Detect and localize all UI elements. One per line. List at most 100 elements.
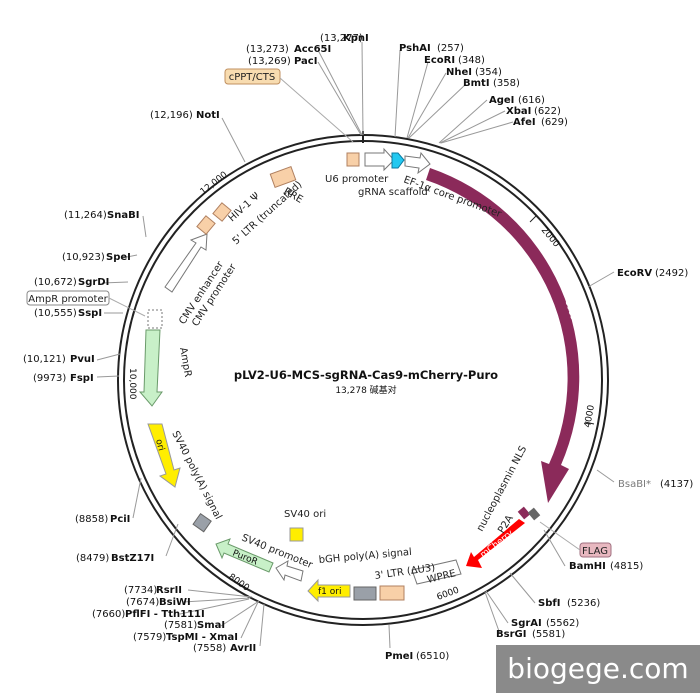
site-ecori[interactable]: EcoRI xyxy=(424,55,455,66)
svg-text:(10,672): (10,672) xyxy=(34,277,77,288)
u6-promoter-block[interactable] xyxy=(346,152,360,167)
grna-scaffold-label: gRNA scaffold xyxy=(358,187,428,198)
site-pvui[interactable]: PvuI xyxy=(70,354,95,365)
site-agei[interactable]: AgeI xyxy=(489,95,514,106)
ampr-label: AmpR xyxy=(177,347,193,378)
site-pcii[interactable]: PciI xyxy=(110,514,130,525)
grna-scaffold-block[interactable] xyxy=(391,152,405,169)
svg-text:(6510): (6510) xyxy=(416,651,449,662)
svg-text:(7558): (7558) xyxy=(193,643,226,654)
cas9-arrow[interactable] xyxy=(426,168,580,503)
svg-text:(11,264): (11,264) xyxy=(64,210,107,221)
sv40-promoter-arrow[interactable] xyxy=(275,560,304,582)
site-nhei[interactable]: NheI xyxy=(446,67,472,78)
svg-text:(9973): (9973) xyxy=(33,373,66,384)
mcs-arrow[interactable] xyxy=(364,147,395,172)
tick-4000: 4000 xyxy=(583,404,597,429)
sv40-ori-label: SV40 ori xyxy=(284,509,326,520)
bgh-block[interactable] xyxy=(353,586,377,601)
svg-text:(257): (257) xyxy=(437,43,464,54)
svg-text:(4815): (4815) xyxy=(610,561,643,572)
site-sbfi[interactable]: SbfI xyxy=(538,598,560,609)
svg-text:(10,121): (10,121) xyxy=(23,354,66,365)
svg-text:(4137): (4137) xyxy=(660,479,693,490)
cppt-label: cPPT/CTS xyxy=(229,72,275,83)
site-pmei[interactable]: PmeI xyxy=(385,651,413,662)
ampr-promoter-block[interactable] xyxy=(147,309,163,329)
svg-text:(8858): (8858) xyxy=(75,514,108,525)
hiv-psi-block[interactable] xyxy=(212,202,232,222)
site-kpni[interactable]: KpnI xyxy=(343,33,369,44)
site-bsabi[interactable]: BsaBI* xyxy=(618,479,651,490)
site-afei[interactable]: AfeI xyxy=(513,117,536,128)
site-sgrai[interactable]: SgrAI xyxy=(511,618,542,629)
sv40-ori-block[interactable] xyxy=(289,527,304,542)
tick-2000: 2000 xyxy=(539,226,562,250)
plasmid-name: pLV2-U6-MCS-sgRNA-Cas9-mCherry-Puro xyxy=(234,368,498,382)
site-ecorv[interactable]: EcoRV xyxy=(617,268,652,279)
svg-text:(13,269): (13,269) xyxy=(248,56,291,67)
flag-label: FLAG xyxy=(582,546,608,557)
site-bsrgi[interactable]: BsrGI xyxy=(496,629,526,640)
site-xbai[interactable]: XbaI xyxy=(506,106,531,117)
nls-block[interactable] xyxy=(527,507,541,521)
svg-text:(348): (348) xyxy=(458,55,485,66)
site-bmti[interactable]: BmtI xyxy=(463,78,490,89)
site-avrii[interactable]: AvrII xyxy=(230,643,256,654)
site-snabi[interactable]: SnaBI xyxy=(107,210,139,221)
site-fspi[interactable]: FspI xyxy=(70,373,94,384)
site-sspi[interactable]: SspI xyxy=(78,308,102,319)
sv40-polya-block[interactable] xyxy=(192,512,212,533)
svg-text:(5562): (5562) xyxy=(546,618,579,629)
ori-arrow[interactable] xyxy=(147,423,181,488)
site-rsrii[interactable]: RsrII xyxy=(156,585,182,596)
plasmid-size: 13,278 碱基对 xyxy=(335,384,396,396)
site-leaders xyxy=(96,41,615,649)
site-smai[interactable]: SmaI xyxy=(197,620,225,631)
u6-promoter-label: U6 promoter xyxy=(325,174,389,185)
f1-ori-arrow[interactable] xyxy=(307,578,351,603)
svg-text:(5236): (5236) xyxy=(567,598,600,609)
svg-text:(8479): (8479) xyxy=(76,553,109,564)
site-labels: (13,277) KpnI (13,273) Acc65I (13,269) P… xyxy=(23,33,693,662)
site-acc65i[interactable]: Acc65I xyxy=(294,44,331,55)
rre-block[interactable] xyxy=(269,166,297,188)
svg-text:(10,923): (10,923) xyxy=(62,252,105,263)
svg-text:(7660): (7660) xyxy=(92,609,125,620)
site-bamhi[interactable]: BamHI xyxy=(569,561,606,572)
site-bstz17i[interactable]: BstZ17I xyxy=(111,553,154,564)
svg-text:(2492): (2492) xyxy=(655,268,688,279)
svg-text:(622): (622) xyxy=(534,106,561,117)
ampr-arrow[interactable] xyxy=(138,329,163,407)
svg-text:(354): (354) xyxy=(475,67,502,78)
site-paci[interactable]: PacI xyxy=(294,56,317,67)
site-noti[interactable]: NotI xyxy=(196,110,220,121)
site-pflfi-tth111i[interactable]: PflFI - Tth111I xyxy=(125,609,205,620)
site-tspmi-xmai[interactable]: TspMI - XmaI xyxy=(166,632,238,643)
ltr5-block[interactable] xyxy=(196,215,216,235)
site-bsiwi[interactable]: BsiWI xyxy=(159,597,191,608)
ef1a-arrow[interactable] xyxy=(404,151,431,175)
f1-ori-label: f1 ori xyxy=(318,587,341,597)
puror-arrow[interactable] xyxy=(215,538,274,573)
watermark-logo: biogege.com xyxy=(496,645,700,693)
svg-text:(10,555): (10,555) xyxy=(34,308,77,319)
ampr-promoter-label: AmpR promoter xyxy=(28,294,108,305)
svg-text:(7734): (7734) xyxy=(124,585,157,596)
svg-text:(629): (629) xyxy=(541,117,568,128)
mcherry-arrow[interactable] xyxy=(466,519,525,568)
p2a-block[interactable] xyxy=(517,506,531,520)
tick-10000: 10,000 xyxy=(127,368,137,400)
site-sgrdi[interactable]: SgrDI xyxy=(78,277,109,288)
svg-text:(12,196): (12,196) xyxy=(150,110,193,121)
site-pshai[interactable]: PshAI xyxy=(399,43,431,54)
svg-text:(616): (616) xyxy=(518,95,545,106)
site-spei[interactable]: SpeI xyxy=(106,252,131,263)
cmv-arrow[interactable] xyxy=(164,233,208,293)
wpre-block[interactable] xyxy=(411,559,462,585)
cppt-badge[interactable] xyxy=(224,68,281,85)
svg-text:(7674): (7674) xyxy=(126,597,159,608)
ltr3-block[interactable] xyxy=(379,585,405,601)
svg-text:(7579): (7579) xyxy=(133,632,166,643)
